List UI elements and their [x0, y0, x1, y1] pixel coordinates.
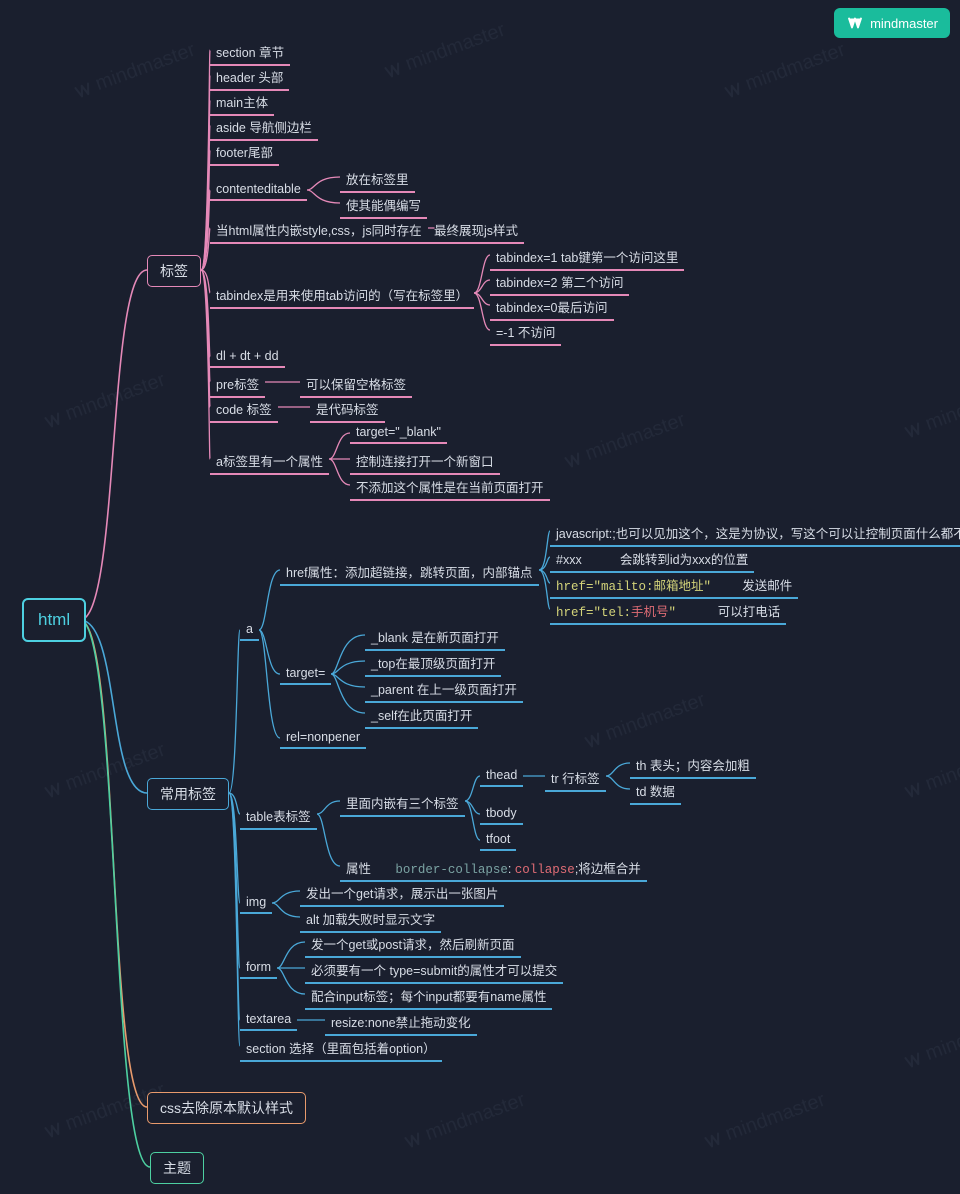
- mindmap-node[interactable]: 必须要有一个 type=submit的属性才可以提交: [305, 958, 563, 984]
- mindmap-node[interactable]: dl + dt + dd: [210, 347, 285, 368]
- mindmap-node[interactable]: contenteditable: [210, 180, 307, 201]
- mindmap-node[interactable]: tabindex=2 第二个访问: [490, 270, 629, 296]
- mindmap-node[interactable]: 常用标签: [147, 778, 229, 810]
- mindmap-node[interactable]: 不添加这个属性是在当前页面打开: [350, 475, 550, 501]
- mindmap-node[interactable]: aside 导航侧边栏: [210, 115, 318, 141]
- mindmap-node[interactable]: 可以保留空格标签: [300, 372, 412, 398]
- mindmap-node[interactable]: 属性 border-collapse: collapse;将边框合并: [340, 856, 647, 882]
- mindmap-node[interactable]: th 表头；内容会加粗: [630, 753, 756, 779]
- watermark: mindmaster: [70, 39, 199, 105]
- mindmap-node[interactable]: 发出一个get请求，展示出一张图片: [300, 881, 504, 907]
- mindmap-node[interactable]: 主题: [150, 1152, 204, 1184]
- mindmap-node[interactable]: 发一个get或post请求，然后刷新页面: [305, 932, 521, 958]
- mindmaster-logo: mindmaster: [834, 8, 950, 38]
- mindmap-node[interactable]: tbody: [480, 804, 523, 825]
- mindmap-node[interactable]: target=: [280, 664, 331, 685]
- mindmap-node[interactable]: main主体: [210, 90, 274, 116]
- mindmap-node[interactable]: css去除原本默认样式: [147, 1092, 306, 1124]
- mindmap-node[interactable]: thead: [480, 766, 523, 787]
- mindmap-node[interactable]: tabindex是用来使用tab访问的（写在标签里）: [210, 283, 474, 309]
- watermark: mindmaster: [40, 369, 169, 435]
- mindmap-node[interactable]: 当html属性内嵌style,css，js同时存在: [210, 218, 428, 244]
- mindmap-node[interactable]: rel=nonpener: [280, 728, 366, 749]
- mindmap-node[interactable]: 使其能偶编写: [340, 193, 427, 219]
- watermark: mindmaster: [900, 739, 960, 805]
- mindmap-node[interactable]: #xxx 会跳转到id为xxx的位置: [550, 547, 754, 573]
- mindmap-node[interactable]: target="_blank": [350, 423, 447, 444]
- mindmap-node[interactable]: href属性：添加超链接，跳转页面，内部锚点: [280, 560, 539, 586]
- watermark: mindmaster: [400, 1089, 529, 1155]
- mindmap-node[interactable]: a: [240, 620, 259, 641]
- mindmap-node[interactable]: pre标签: [210, 372, 265, 398]
- mindmap-node[interactable]: href="tel:手机号" 可以打电话: [550, 599, 786, 625]
- mindmap-node[interactable]: _blank 是在新页面打开: [365, 625, 505, 651]
- mindmap-node[interactable]: form: [240, 958, 277, 979]
- mindmap-node[interactable]: tr 行标签: [545, 766, 606, 792]
- mindmap-node[interactable]: _parent 在上一级页面打开: [365, 677, 523, 703]
- watermark: mindmaster: [900, 1009, 960, 1075]
- mindmap-node[interactable]: alt 加载失败时显示文字: [300, 907, 441, 933]
- mindmap-node[interactable]: section 选择（里面包括着option）: [240, 1036, 442, 1062]
- mindmap-node[interactable]: 标签: [147, 255, 201, 287]
- mindmap-node[interactable]: _top在最顶级页面打开: [365, 651, 501, 677]
- mindmap-node[interactable]: 配合input标签；每个input都要有name属性: [305, 984, 552, 1010]
- mindmap-node[interactable]: img: [240, 893, 272, 914]
- mindmap-root[interactable]: html: [22, 598, 86, 642]
- mindmap-node[interactable]: header 头部: [210, 65, 289, 91]
- mindmap-node[interactable]: footer尾部: [210, 140, 279, 166]
- mindmap-node[interactable]: td 数据: [630, 779, 681, 805]
- mindmap-node[interactable]: href="mailto:邮箱地址" 发送邮件: [550, 573, 798, 599]
- mindmap-node[interactable]: 是代码标签: [310, 397, 385, 423]
- mindmap-node[interactable]: 放在标签里: [340, 167, 415, 193]
- mindmap-node[interactable]: 控制连接打开一个新窗口: [350, 449, 500, 475]
- mindmap-node[interactable]: 最终展现js样式: [428, 218, 524, 244]
- mindmap-node[interactable]: resize:none禁止拖动变化: [325, 1010, 477, 1036]
- mindmap-node[interactable]: tabindex=1 tab键第一个访问这里: [490, 245, 684, 271]
- watermark: mindmaster: [700, 1089, 829, 1155]
- mindmap-node[interactable]: _self在此页面打开: [365, 703, 478, 729]
- mindmap-node[interactable]: =-1 不访问: [490, 320, 561, 346]
- mindmap-node[interactable]: tabindex=0最后访问: [490, 295, 614, 321]
- watermark: mindmaster: [900, 379, 960, 445]
- mindmap-node[interactable]: tfoot: [480, 830, 516, 851]
- mindmap-node[interactable]: section 章节: [210, 40, 290, 66]
- watermark: mindmaster: [720, 39, 849, 105]
- mindmap-node[interactable]: textarea: [240, 1010, 297, 1031]
- watermark: mindmaster: [580, 689, 709, 755]
- mindmap-node[interactable]: javascript:;也可以见加这个，这是为协议，写这个可以让控制页面什么都不…: [550, 521, 960, 547]
- watermark: mindmaster: [380, 19, 509, 85]
- logo-text: mindmaster: [870, 16, 938, 31]
- watermark: mindmaster: [560, 409, 689, 475]
- mindmap-node[interactable]: 里面内嵌有三个标签: [340, 791, 465, 817]
- mindmap-node[interactable]: code 标签: [210, 397, 278, 423]
- mindmap-node[interactable]: a标签里有一个属性: [210, 449, 329, 475]
- mindmap-node[interactable]: table表标签: [240, 804, 317, 830]
